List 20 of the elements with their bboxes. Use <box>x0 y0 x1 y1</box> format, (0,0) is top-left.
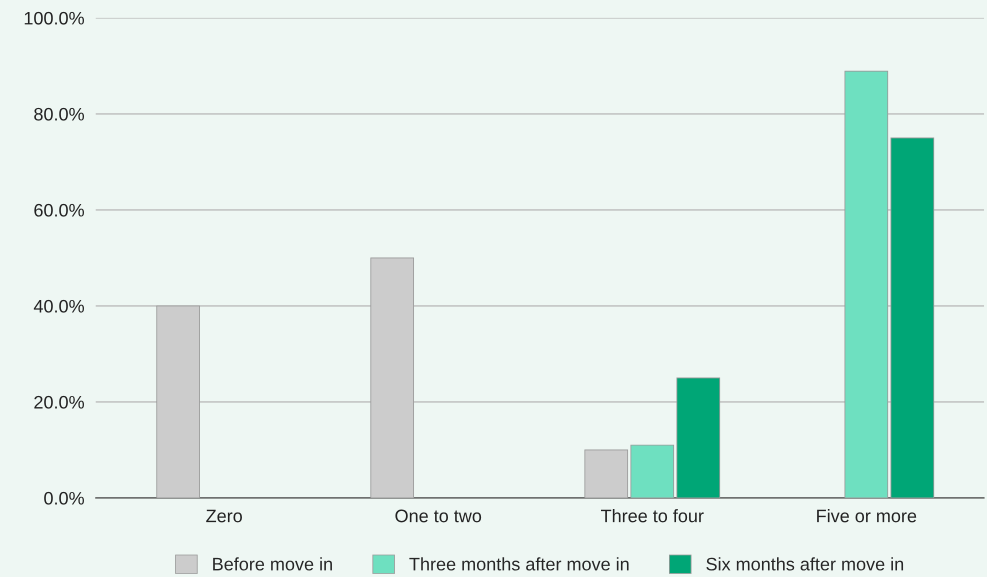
y-tick-label: 20.0% <box>34 396 84 409</box>
x-tick-label: One to two <box>395 510 482 522</box>
legend-label: Before move in <box>213 557 332 571</box>
bar <box>844 70 888 498</box>
y-tick-label: 80.0% <box>34 108 84 121</box>
x-tick-label: Five or more <box>817 509 916 522</box>
legend-label: Six months after move in <box>706 557 904 571</box>
x-tick-label: Zero <box>206 510 242 522</box>
bar <box>584 450 628 498</box>
bar <box>156 306 200 498</box>
y-tick-label: 40.0% <box>34 300 84 313</box>
y-tick-label: 60.0% <box>34 204 84 217</box>
y-tick-label: 0.0% <box>44 492 84 505</box>
y-tick-label: 100.0% <box>24 12 84 25</box>
bar <box>890 137 934 498</box>
x-tick-label: Three to four <box>600 509 704 522</box>
bar <box>370 258 414 498</box>
bar <box>630 444 674 498</box>
bar <box>676 378 720 498</box>
legend-label: Three months after move in <box>409 557 629 571</box>
